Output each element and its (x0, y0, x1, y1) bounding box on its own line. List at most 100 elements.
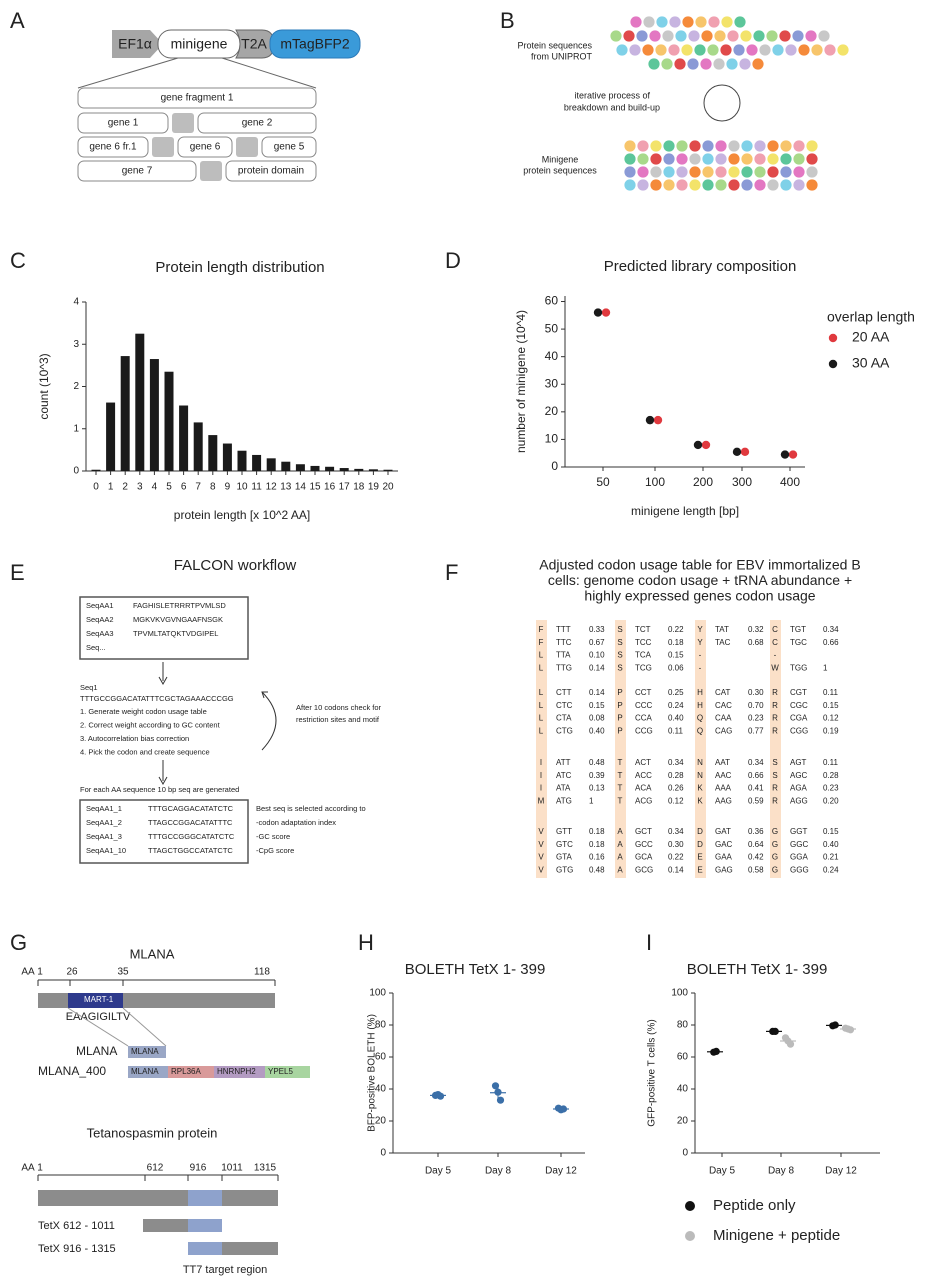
y-tick-label: 60 (677, 1052, 689, 1063)
y-tick-label: 40 (545, 349, 559, 363)
chart-title: BOLETH TetX 1- 399 (687, 961, 828, 978)
label: TPVMLTATQKTVDGIPEL (133, 629, 218, 638)
aa-dot (715, 179, 727, 191)
codon-cell: T (618, 784, 623, 793)
fragment-label: protein domain (238, 166, 304, 177)
codon-cell: AAC (715, 771, 732, 780)
y-tick-label: 60 (375, 1052, 387, 1063)
codon-cell: 0.22 (668, 853, 684, 862)
codon-cell: T (618, 771, 623, 780)
point (846, 1026, 855, 1034)
aa-dot (656, 16, 668, 28)
panel-label: E (10, 560, 25, 585)
codon-cell: 0.18 (589, 840, 605, 849)
codon-cell: - (699, 664, 702, 673)
legend-swatch (685, 1231, 695, 1241)
aa-dot (689, 153, 701, 165)
chart-title: BOLETH TetX 1- 399 (405, 961, 546, 978)
codon-cell: C (772, 638, 778, 647)
codon-cell: C (772, 625, 778, 634)
codon-cell: R (772, 688, 778, 697)
codon-cell: G (772, 827, 778, 836)
target-bar (188, 1219, 222, 1232)
label: 612 (147, 1163, 164, 1174)
codon-cell: CTC (556, 701, 573, 710)
aa-dot (720, 44, 732, 56)
codon-cell: 0.22 (668, 625, 684, 634)
label: SeqAA1_3 (86, 832, 122, 841)
label: SeqAA1_10 (86, 846, 126, 855)
codon-cell: CAT (715, 688, 731, 697)
codon-cell: D (697, 840, 703, 849)
aa-dot (818, 30, 830, 42)
codon-cell: 0.40 (823, 840, 839, 849)
aa-dot (707, 44, 719, 56)
x-tick-label: 19 (368, 482, 380, 493)
y-tick-label: 80 (375, 1020, 387, 1031)
aa-dot (715, 153, 727, 165)
bar (368, 469, 378, 471)
construct-label: minigene (171, 36, 228, 52)
x-tick-label: 11 (251, 482, 262, 493)
codon-cell: TCT (635, 625, 651, 634)
label: MLANA (131, 1047, 159, 1056)
codon-cell: 0.11 (823, 758, 839, 767)
y-tick-label: 60 (545, 294, 559, 308)
codon-cell: A (617, 853, 623, 862)
aa-dot (754, 140, 766, 152)
label: AA (21, 967, 35, 978)
codon-cell: K (697, 797, 703, 806)
codon-cell: CGG (790, 727, 808, 736)
x-tick-label: Day 8 (768, 1166, 795, 1177)
aa-column (615, 620, 626, 878)
x-tick-label: 7 (195, 482, 201, 493)
aa-dot (616, 44, 628, 56)
aa-dot (728, 166, 740, 178)
codon-cell: L (539, 727, 544, 736)
y-tick-label: 80 (677, 1020, 689, 1031)
panel-title: FALCON workflow (174, 557, 297, 574)
label: TT7 target region (183, 1264, 267, 1276)
codon-cell: 0.66 (823, 638, 839, 647)
aa-dot (780, 179, 792, 191)
aa-dot (649, 30, 661, 42)
aa-dot (610, 30, 622, 42)
aa-dot (661, 58, 673, 70)
bar (106, 402, 116, 471)
protein-bar (38, 1190, 278, 1206)
codon-cell: 1 (589, 797, 594, 806)
codon-cell: 0.13 (589, 784, 605, 793)
aa-column (770, 620, 781, 878)
codon-cell: 0.77 (748, 727, 764, 736)
codon-cell: 0.20 (823, 797, 839, 806)
aa-dot (663, 166, 675, 178)
aa-dot (759, 44, 771, 56)
y-tick-label: 1 (73, 423, 79, 434)
fragment-box (197, 112, 317, 134)
arrow-head (261, 691, 268, 699)
codon-cell: S (772, 771, 777, 780)
arrow-head (158, 676, 168, 686)
label: iterative process of (574, 90, 650, 100)
label: 4. Pick the codon and create sequence (80, 747, 210, 756)
t2a-shape (235, 29, 275, 59)
aa-dot (676, 140, 688, 152)
y-tick-label: 0 (73, 466, 79, 477)
point (653, 415, 663, 425)
codon-cell: 0.06 (668, 664, 684, 673)
x-tick-label: Day 12 (825, 1166, 857, 1177)
codon-cell: GGG (790, 866, 809, 875)
aa-dot (674, 58, 686, 70)
codon-cell: G (772, 840, 778, 849)
x-tick-label: 5 (166, 482, 172, 493)
codon-cell: I (540, 758, 542, 767)
y-tick-label: 20 (375, 1116, 387, 1127)
codon-cell: ATG (556, 797, 572, 806)
cycle-arrow (703, 84, 741, 122)
codon-cell: GCC (635, 840, 653, 849)
x-tick-label: 200 (693, 475, 713, 489)
legend-title: overlap length (827, 309, 915, 325)
codon-cell: T (618, 797, 623, 806)
label: 3. Autocorrelation bias correction (80, 734, 189, 743)
codon-cell: TTG (556, 664, 572, 673)
